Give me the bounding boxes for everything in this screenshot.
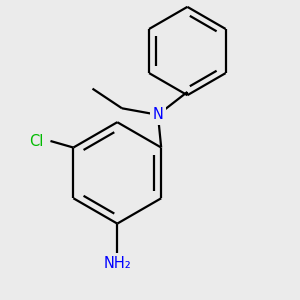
Text: Cl: Cl xyxy=(29,134,44,148)
Text: N: N xyxy=(152,107,164,122)
Text: NH₂: NH₂ xyxy=(103,256,131,271)
